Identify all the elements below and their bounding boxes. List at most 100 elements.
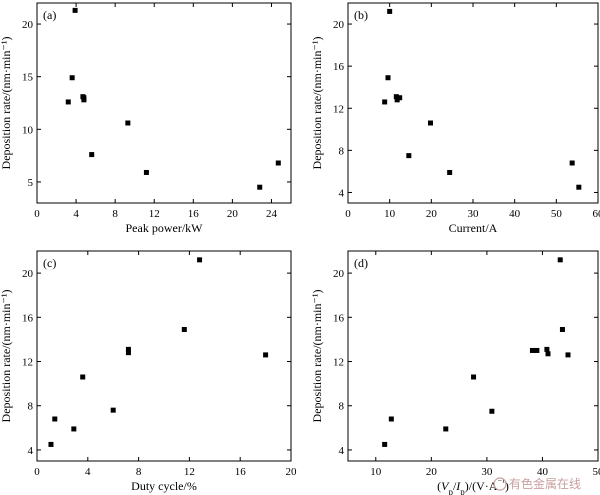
x-axis-label-part: ( — [437, 479, 441, 493]
data-point — [489, 408, 495, 414]
x-axis-label-part: ⁻¹ — [497, 477, 505, 487]
y-tick-label: 16 — [22, 312, 34, 324]
data-point — [406, 153, 412, 159]
panel-label: (c) — [43, 256, 56, 270]
x-axis-label-part: p — [460, 487, 465, 495]
data-point — [565, 352, 571, 358]
data-point — [89, 152, 95, 158]
x-tick-label: 0 — [34, 208, 40, 220]
data-point — [125, 346, 131, 352]
y-tick-label: 20 — [22, 268, 34, 280]
data-point — [65, 99, 71, 105]
data-point — [110, 407, 116, 413]
data-point — [557, 257, 563, 263]
data-point — [545, 351, 551, 357]
data-point — [447, 169, 453, 175]
x-axis-label-part: I — [455, 479, 461, 493]
x-tick-label: 40 — [537, 466, 549, 478]
x-tick-label: 40 — [509, 208, 521, 220]
x-tick-label: 10 — [370, 466, 382, 478]
y-tick-label: 8 — [339, 145, 345, 157]
data-point — [125, 350, 131, 356]
data-point — [559, 326, 565, 332]
x-tick-label: 20 — [426, 466, 438, 478]
y-tick-label: 20 — [333, 268, 345, 280]
y-tick-label: 16 — [333, 61, 345, 73]
y-tick-label: 5 — [28, 177, 34, 189]
y-axis-label: Deposition rate/(nm·min⁻¹) — [310, 290, 324, 423]
panel-label: (a) — [43, 8, 56, 22]
data-point — [576, 184, 582, 190]
x-tick-label: 20 — [286, 466, 298, 478]
data-point — [382, 99, 388, 105]
y-tick-label: 8 — [339, 401, 345, 413]
data-point — [428, 120, 433, 126]
x-tick-label: 50 — [551, 208, 563, 220]
y-tick-label: 20 — [333, 19, 345, 31]
x-axis-label-part: p — [448, 487, 453, 495]
x-tick-label: 10 — [384, 208, 396, 220]
data-point — [48, 441, 54, 447]
x-tick-label: 4 — [73, 208, 79, 220]
x-tick-label: 8 — [112, 208, 118, 220]
x-axis-label-part: ) — [505, 479, 509, 493]
x-axis-label: Duty cycle/% — [131, 479, 197, 493]
data-point — [544, 346, 550, 352]
y-tick-label: 12 — [333, 357, 344, 369]
x-tick-label: 24 — [266, 208, 278, 220]
chart-panel-4: 10 20 30 40 50 4 8 12 16 20 (d) Deposition rate/(nm… — [310, 250, 600, 495]
y-tick-label: 10 — [22, 124, 34, 136]
x-tick-label: 16 — [188, 208, 200, 220]
y-axis-label: Deposition rate/(nm·min⁻¹) — [310, 37, 324, 170]
data-point — [80, 374, 86, 380]
data-point — [197, 257, 203, 263]
data-point — [143, 169, 149, 175]
x-tick-label: 20 — [227, 208, 239, 220]
y-tick-label: 12 — [333, 103, 344, 115]
y-tick-label: 12 — [22, 357, 33, 369]
watermark-text: 有色金属在线 — [509, 476, 581, 491]
y-tick-label: 15 — [22, 72, 34, 84]
y-tick-label: 20 — [22, 19, 34, 31]
y-axis-label: Deposition rate/(nm·min⁻¹) — [0, 37, 13, 170]
chart-panel-2: 0 10 20 30 40 50 60 4 8 12 16 20 (b) Deposition rate/… — [310, 2, 600, 235]
x-tick-label: 12 — [184, 466, 195, 478]
y-tick-label: 8 — [28, 401, 34, 413]
x-tick-label: 8 — [136, 466, 142, 478]
data-point — [443, 426, 449, 432]
y-axis-label: Deposition rate/(nm·min⁻¹) — [0, 290, 13, 423]
x-tick-label: 12 — [149, 208, 160, 220]
data-point — [397, 95, 403, 101]
chart-panel-1: 0 4 8 12 16 20 24 5 10 15 20 (a) Deposition rate/(nm… — [0, 2, 292, 235]
data-point — [263, 352, 269, 358]
x-tick-label: 0 — [345, 208, 351, 220]
plot-frame — [36, 250, 292, 462]
data-point — [81, 95, 87, 101]
x-tick-label: 4 — [85, 466, 91, 478]
data-point — [72, 7, 78, 13]
y-tick-label: 4 — [28, 445, 34, 457]
data-point — [125, 120, 131, 126]
x-tick-label: 0 — [34, 466, 40, 478]
y-tick-label: 4 — [339, 187, 345, 199]
x-tick-label: 30 — [481, 466, 493, 478]
data-point — [181, 326, 187, 332]
watermark: 有色金属在线 — [493, 476, 581, 491]
x-axis-label: (Vp/Ip)/(V·A⁻¹) — [437, 477, 509, 495]
plot-frame — [36, 2, 292, 204]
panel-label: (b) — [354, 8, 368, 22]
data-point — [385, 75, 391, 81]
data-point — [388, 416, 394, 422]
x-axis-label-part: / — [453, 479, 457, 493]
data-point — [52, 416, 58, 422]
data-point — [387, 8, 393, 14]
y-tick-label: 4 — [339, 445, 345, 457]
data-point — [534, 347, 540, 353]
data-point — [275, 160, 281, 166]
data-point — [569, 160, 575, 166]
data-point — [393, 94, 399, 100]
data-point — [257, 184, 263, 190]
